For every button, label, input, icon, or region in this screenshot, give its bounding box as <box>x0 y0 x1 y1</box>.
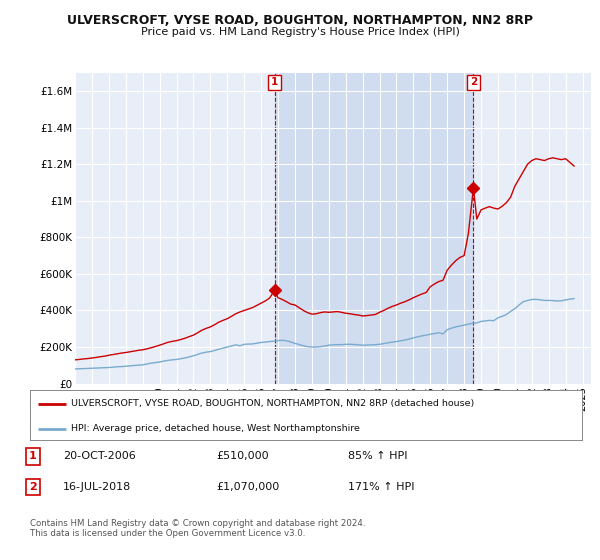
Text: 1: 1 <box>29 451 37 461</box>
Text: 2: 2 <box>29 482 37 492</box>
Text: ULVERSCROFT, VYSE ROAD, BOUGHTON, NORTHAMPTON, NN2 8RP (detached house): ULVERSCROFT, VYSE ROAD, BOUGHTON, NORTHA… <box>71 399 475 408</box>
Text: 16-JUL-2018: 16-JUL-2018 <box>63 482 131 492</box>
Text: ULVERSCROFT, VYSE ROAD, BOUGHTON, NORTHAMPTON, NN2 8RP: ULVERSCROFT, VYSE ROAD, BOUGHTON, NORTHA… <box>67 14 533 27</box>
Text: £510,000: £510,000 <box>216 451 269 461</box>
Text: Price paid vs. HM Land Registry's House Price Index (HPI): Price paid vs. HM Land Registry's House … <box>140 27 460 37</box>
Text: HPI: Average price, detached house, West Northamptonshire: HPI: Average price, detached house, West… <box>71 424 360 433</box>
Text: Contains HM Land Registry data © Crown copyright and database right 2024.: Contains HM Land Registry data © Crown c… <box>30 519 365 528</box>
Text: 85% ↑ HPI: 85% ↑ HPI <box>348 451 407 461</box>
Text: 171% ↑ HPI: 171% ↑ HPI <box>348 482 415 492</box>
Text: £1,070,000: £1,070,000 <box>216 482 279 492</box>
Bar <box>275 73 473 384</box>
Text: This data is licensed under the Open Government Licence v3.0.: This data is licensed under the Open Gov… <box>30 529 305 538</box>
Text: 1: 1 <box>271 77 278 87</box>
Text: 20-OCT-2006: 20-OCT-2006 <box>63 451 136 461</box>
Text: 2: 2 <box>470 77 477 87</box>
